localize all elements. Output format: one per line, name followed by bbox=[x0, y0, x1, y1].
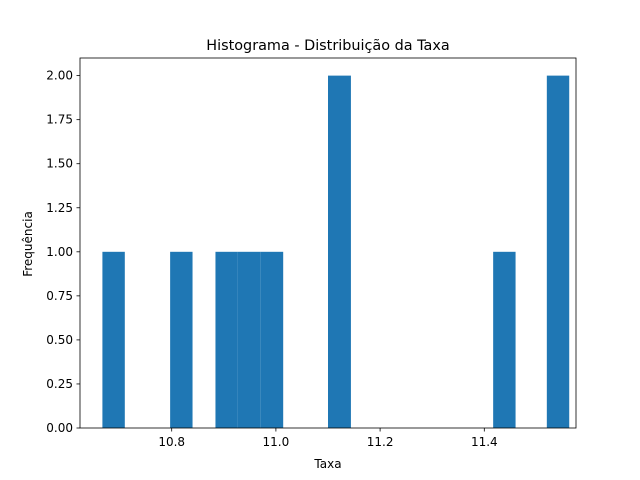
histogram-bar-3 bbox=[237, 251, 261, 428]
bars-group bbox=[102, 75, 570, 428]
y-tick-label: 0.00 bbox=[46, 421, 73, 435]
y-tick-label: 2.00 bbox=[46, 69, 73, 83]
x-tick-label: 11.2 bbox=[367, 435, 394, 449]
histogram-bar-0 bbox=[102, 251, 125, 428]
x-tick-label: 11.4 bbox=[471, 435, 498, 449]
histogram-bar-2 bbox=[215, 251, 238, 428]
y-tick-label: 0.50 bbox=[46, 333, 73, 347]
x-tick-label: 10.8 bbox=[158, 435, 185, 449]
x-tick-label: 11.0 bbox=[263, 435, 290, 449]
x-axis-label: Taxa bbox=[313, 457, 341, 471]
chart-title: Histograma - Distribuição da Taxa bbox=[206, 38, 449, 54]
y-tick-label: 0.75 bbox=[46, 289, 73, 303]
histogram-bar-7 bbox=[546, 75, 570, 428]
y-axis-label: Frequência bbox=[21, 211, 35, 277]
y-tick-label: 1.00 bbox=[46, 245, 73, 259]
x-axis-ticks: 10.8 11.0 11.2 11.4 bbox=[158, 428, 498, 449]
histogram-bar-5 bbox=[328, 75, 351, 428]
y-tick-label: 0.25 bbox=[46, 377, 73, 391]
histogram-bar-6 bbox=[493, 251, 516, 428]
y-tick-label: 1.50 bbox=[46, 157, 73, 171]
y-tick-label: 1.25 bbox=[46, 201, 73, 215]
y-axis-ticks: 0.00 0.25 0.50 0.75 1.00 1.25 1.50 1.75 2.00 bbox=[46, 69, 80, 435]
plot-frame bbox=[79, 57, 577, 429]
y-tick-label: 1.75 bbox=[46, 113, 73, 127]
histogram-bar-4 bbox=[260, 251, 284, 428]
histogram-bar-1 bbox=[170, 251, 193, 428]
